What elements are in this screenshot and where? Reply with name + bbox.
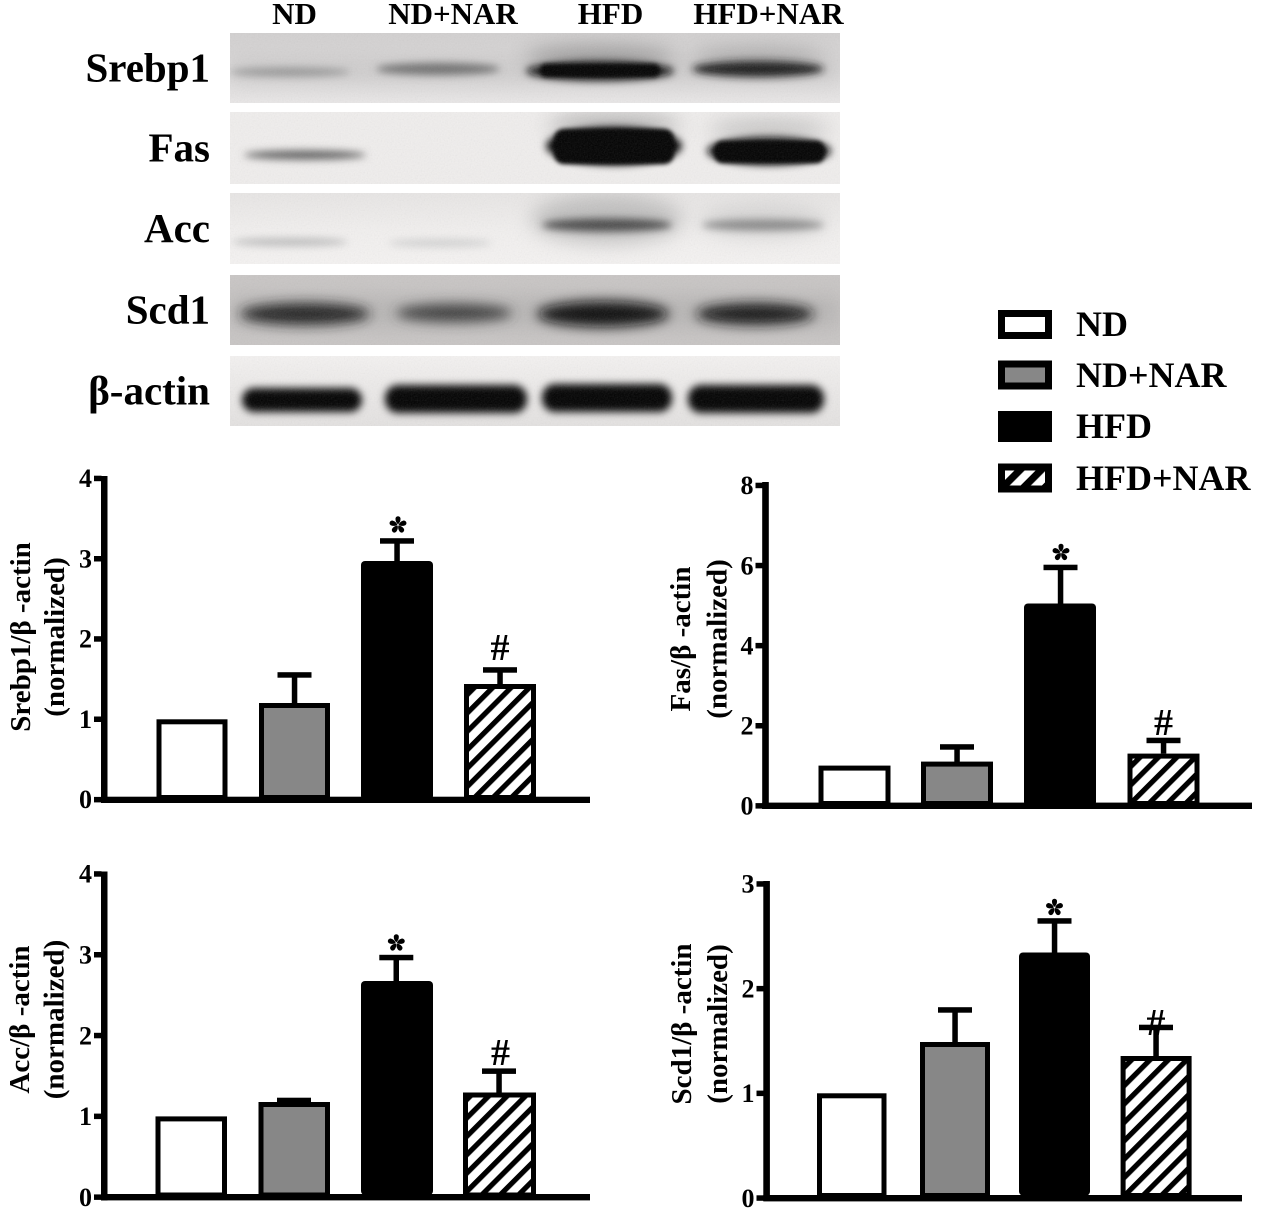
- svg-text:(normalized): (normalized): [39, 557, 71, 716]
- svg-text:1: 1: [79, 705, 92, 734]
- svg-text:HFD+NAR: HFD+NAR: [1076, 458, 1252, 498]
- svg-text:3: 3: [742, 870, 755, 899]
- svg-text:0: 0: [742, 1184, 755, 1209]
- svg-text:2: 2: [742, 974, 755, 1003]
- svg-text:#: #: [491, 627, 510, 669]
- svg-text:HFD: HFD: [1076, 406, 1152, 446]
- svg-text:0: 0: [741, 792, 754, 821]
- svg-text:Srebp1: Srebp1: [85, 45, 210, 91]
- svg-text:Acc: Acc: [144, 205, 210, 251]
- svg-text:(normalized): (normalized): [702, 944, 734, 1103]
- svg-text:Srebp1/β -actin: Srebp1/β -actin: [5, 542, 37, 732]
- svg-text:#: #: [1154, 702, 1173, 744]
- svg-text:0: 0: [79, 1183, 92, 1209]
- svg-text:ND+NAR: ND+NAR: [1076, 355, 1228, 395]
- svg-text:3: 3: [79, 545, 92, 574]
- svg-text:2: 2: [79, 625, 92, 654]
- svg-text:Fas: Fas: [149, 125, 211, 171]
- svg-text:(normalized): (normalized): [702, 559, 734, 718]
- svg-text:0: 0: [79, 785, 92, 814]
- svg-text:2: 2: [79, 1021, 92, 1050]
- svg-text:4: 4: [741, 631, 754, 660]
- svg-text:Acc/β -actin: Acc/β -actin: [4, 945, 36, 1093]
- svg-text:3: 3: [79, 941, 92, 970]
- svg-text:Scd1/β -actin: Scd1/β -actin: [666, 943, 698, 1104]
- svg-text:HFD+NAR: HFD+NAR: [693, 0, 844, 31]
- svg-text:2: 2: [741, 712, 754, 741]
- svg-text:Fas/β -actin: Fas/β -actin: [665, 567, 697, 712]
- svg-text:6: 6: [741, 551, 754, 580]
- svg-text:4: 4: [79, 860, 92, 889]
- svg-text:Scd1: Scd1: [126, 287, 210, 333]
- svg-text:β-actin: β-actin: [88, 368, 210, 414]
- svg-text:1: 1: [79, 1102, 92, 1131]
- svg-text:ND: ND: [272, 0, 317, 31]
- svg-text:(normalized): (normalized): [39, 940, 71, 1099]
- svg-text:#: #: [1147, 1002, 1166, 1044]
- svg-text:HFD: HFD: [578, 0, 643, 31]
- svg-text:4: 4: [79, 464, 92, 493]
- svg-text:1: 1: [742, 1079, 755, 1108]
- svg-text:ND+NAR: ND+NAR: [388, 0, 518, 31]
- svg-text:8: 8: [741, 471, 754, 500]
- svg-text:#: #: [491, 1032, 510, 1074]
- svg-text:ND: ND: [1076, 304, 1128, 344]
